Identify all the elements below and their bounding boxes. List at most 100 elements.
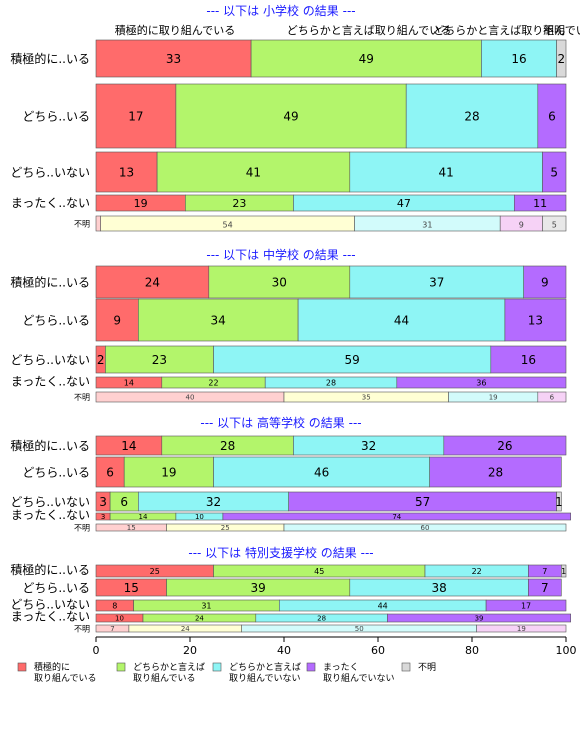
bar-segment <box>485 599 567 612</box>
bar-segment <box>349 265 524 299</box>
data-label: 28 <box>488 465 503 479</box>
data-label: 49 <box>359 52 374 66</box>
row-label: 不明 <box>74 393 90 402</box>
panel-title: --- 以下は 中学校 の結果 --- <box>206 247 355 262</box>
legend-label: 取り組んでいる <box>34 672 97 684</box>
data-label: 16 <box>521 353 536 367</box>
data-label: 10 <box>195 513 204 521</box>
row-label: どちら..いる <box>22 314 90 328</box>
row-label: 積極的に..いる <box>10 51 90 66</box>
data-label: 28 <box>220 439 235 453</box>
row-label: どちら..いない <box>10 598 90 612</box>
data-label: 14 <box>121 439 136 453</box>
data-label: 19 <box>517 625 526 633</box>
data-label: 46 <box>314 465 329 479</box>
bar-segment <box>542 215 567 232</box>
bar-segment <box>123 456 214 488</box>
bar-segment <box>560 564 567 578</box>
bar-segment <box>95 298 139 342</box>
row-label: 積極的に..いる <box>10 562 90 577</box>
row-label: 積極的に..いる <box>10 275 90 290</box>
data-label: 24 <box>195 615 204 623</box>
data-label: 45 <box>314 567 324 576</box>
bar-segment <box>213 456 430 488</box>
bar-segment <box>95 265 210 299</box>
data-label: 32 <box>206 495 221 509</box>
bar-segment <box>175 83 407 149</box>
data-label: 24 <box>181 625 190 633</box>
data-label: 31 <box>201 601 211 610</box>
data-label: 19 <box>489 394 498 402</box>
data-label: 15 <box>124 581 139 595</box>
row-label: 不明 <box>74 625 90 634</box>
bar-segment <box>537 83 567 149</box>
data-label: 7 <box>542 567 547 576</box>
data-label: 59 <box>345 353 360 367</box>
data-label: 54 <box>223 221 233 230</box>
data-label: 5 <box>550 165 558 179</box>
bar-segment <box>156 151 351 193</box>
legend-label: 積極的に <box>34 661 70 673</box>
data-label: 34 <box>211 313 226 327</box>
data-label: 28 <box>317 615 326 623</box>
x-tick-label: 20 <box>183 644 197 657</box>
data-label: 13 <box>528 313 543 327</box>
bar-segment <box>490 345 567 374</box>
row-label: どちら..いない <box>10 166 90 180</box>
data-label: 19 <box>134 197 148 210</box>
data-label: 40 <box>186 394 195 402</box>
data-label: 28 <box>326 378 336 387</box>
data-label: 39 <box>475 615 484 623</box>
panel-title: --- 以下は 高等学校 の結果 --- <box>200 415 361 430</box>
data-label: 6 <box>120 495 128 509</box>
bar-segment <box>443 435 567 456</box>
data-label: 14 <box>139 513 148 521</box>
row-label: 不明 <box>74 524 90 533</box>
data-label: 38 <box>431 581 446 595</box>
legend-label: どちらかと言えば <box>229 661 301 673</box>
legend-label: 不明 <box>418 662 436 673</box>
x-tick-label: 40 <box>277 644 291 657</box>
data-label: 36 <box>476 378 486 387</box>
data-label: 50 <box>355 625 364 633</box>
legend-label: まったく <box>323 662 359 673</box>
bar-segment <box>476 624 567 633</box>
x-tick-label: 60 <box>371 644 385 657</box>
data-label: 41 <box>439 165 454 179</box>
data-label: 49 <box>283 109 298 123</box>
data-label: 37 <box>429 275 444 289</box>
bar-segment <box>429 456 562 488</box>
bar-segment <box>504 298 567 342</box>
data-label: 25 <box>150 567 160 576</box>
data-label: 41 <box>246 165 261 179</box>
legend-label: 取り組んでいない <box>229 672 301 684</box>
row-label: 積極的に..いる <box>10 438 90 453</box>
data-label: 44 <box>394 313 409 327</box>
legend-swatch <box>401 662 411 672</box>
bar-segment <box>528 578 562 597</box>
panel-title: --- 以下は 特別支援学校 の結果 --- <box>188 545 373 560</box>
data-label: 22 <box>208 378 218 387</box>
legend-label: どちらかと言えば <box>133 661 205 673</box>
bar-segment <box>349 151 543 193</box>
x-tick-label: 0 <box>93 644 100 657</box>
category-label: どちらかと言えば取り組んでいる <box>287 24 451 37</box>
row-label: どちら..いない <box>10 353 90 367</box>
data-label: 32 <box>361 439 376 453</box>
data-label: 15 <box>127 524 136 532</box>
x-tick-label: 80 <box>465 644 479 657</box>
data-label: 44 <box>378 601 388 610</box>
data-label: 2 <box>97 353 105 367</box>
data-label: 7 <box>110 625 114 633</box>
bar-segment <box>297 298 506 342</box>
data-label: 31 <box>422 221 432 230</box>
panel-title: --- 以下は 小学校 の結果 --- <box>206 3 355 18</box>
row-label: まったく..ない <box>11 375 90 389</box>
data-label: 24 <box>145 275 160 289</box>
bar-segment <box>95 151 158 193</box>
legend-swatch <box>116 662 126 672</box>
data-label: 60 <box>421 524 430 532</box>
data-label: 9 <box>541 275 549 289</box>
bar-segment <box>283 523 567 532</box>
data-label: 1 <box>561 567 566 576</box>
